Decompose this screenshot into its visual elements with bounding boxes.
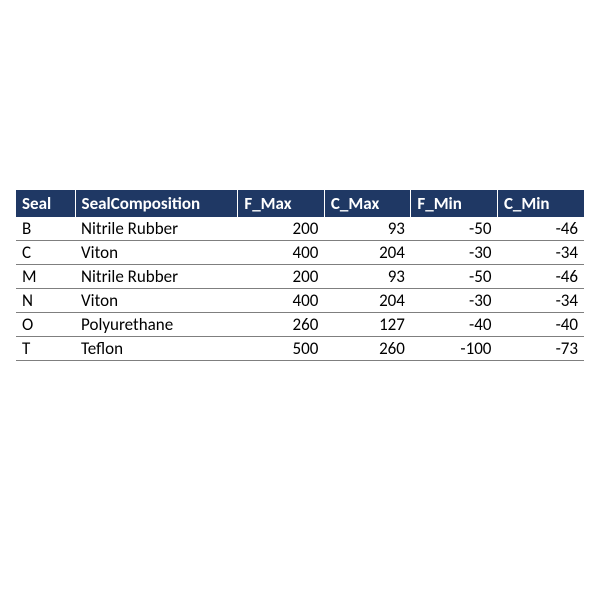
cell-comp: Polyurethane [75, 313, 238, 337]
cell-comp: Nitrile Rubber [75, 217, 238, 241]
cell-fmin: -50 [411, 217, 498, 241]
cell-fmin: -100 [411, 337, 498, 361]
table-row: C Viton 400 204 -30 -34 [16, 241, 584, 265]
cell-cmax: 260 [324, 337, 411, 361]
col-header-fmin: F_Min [411, 190, 498, 217]
cell-fmax: 400 [238, 241, 325, 265]
cell-cmin: -40 [497, 313, 584, 337]
cell-fmin: -40 [411, 313, 498, 337]
cell-fmax: 400 [238, 289, 325, 313]
col-header-seal: Seal [16, 190, 75, 217]
cell-comp: Viton [75, 241, 238, 265]
cell-fmin: -50 [411, 265, 498, 289]
cell-cmin: -34 [497, 289, 584, 313]
col-header-cmin: C_Min [497, 190, 584, 217]
cell-cmax: 93 [324, 265, 411, 289]
table-row: T Teflon 500 260 -100 -73 [16, 337, 584, 361]
cell-cmin: -46 [497, 265, 584, 289]
cell-cmax: 93 [324, 217, 411, 241]
cell-comp: Viton [75, 289, 238, 313]
cell-cmin: -73 [497, 337, 584, 361]
cell-fmax: 200 [238, 265, 325, 289]
cell-comp: Nitrile Rubber [75, 265, 238, 289]
col-header-comp: SealComposition [75, 190, 238, 217]
cell-seal: C [16, 241, 75, 265]
cell-seal: M [16, 265, 75, 289]
cell-comp: Teflon [75, 337, 238, 361]
cell-seal: O [16, 313, 75, 337]
cell-cmin: -46 [497, 217, 584, 241]
cell-fmin: -30 [411, 289, 498, 313]
cell-fmax: 200 [238, 217, 325, 241]
col-header-fmax: F_Max [238, 190, 325, 217]
cell-seal: N [16, 289, 75, 313]
cell-fmin: -30 [411, 241, 498, 265]
cell-cmax: 204 [324, 289, 411, 313]
table-row: B Nitrile Rubber 200 93 -50 -46 [16, 217, 584, 241]
cell-seal: T [16, 337, 75, 361]
table-row: M Nitrile Rubber 200 93 -50 -46 [16, 265, 584, 289]
cell-fmax: 500 [238, 337, 325, 361]
cell-fmax: 260 [238, 313, 325, 337]
cell-seal: B [16, 217, 75, 241]
col-header-cmax: C_Max [324, 190, 411, 217]
cell-cmax: 204 [324, 241, 411, 265]
table-container: Seal SealComposition F_Max C_Max F_Min C… [16, 190, 584, 361]
seal-table: Seal SealComposition F_Max C_Max F_Min C… [16, 190, 584, 361]
table-row: N Viton 400 204 -30 -34 [16, 289, 584, 313]
table-row: O Polyurethane 260 127 -40 -40 [16, 313, 584, 337]
cell-cmax: 127 [324, 313, 411, 337]
table-header-row: Seal SealComposition F_Max C_Max F_Min C… [16, 190, 584, 217]
cell-cmin: -34 [497, 241, 584, 265]
